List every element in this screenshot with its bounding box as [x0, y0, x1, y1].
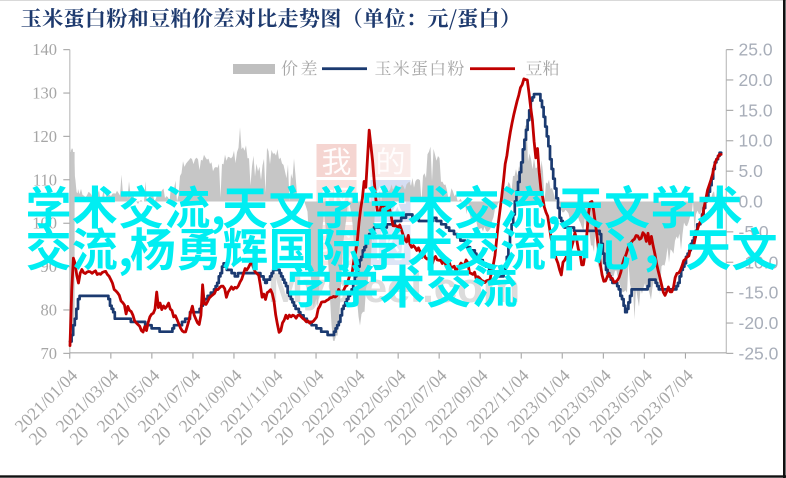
svg-text:120: 120 [32, 127, 57, 146]
svg-text:15.0: 15.0 [739, 100, 773, 120]
svg-text:-25.0: -25.0 [739, 343, 779, 363]
svg-text:25.0: 25.0 [739, 40, 773, 60]
svg-text:130: 130 [32, 84, 57, 103]
svg-text:140: 140 [32, 40, 57, 59]
svg-text:5.0: 5.0 [739, 161, 764, 181]
svg-text:-20.0: -20.0 [739, 313, 779, 333]
svg-text:70: 70 [41, 344, 58, 363]
svg-text:20.0: 20.0 [739, 70, 773, 90]
svg-text:-15.0: -15.0 [739, 283, 779, 303]
svg-text:10.0: 10.0 [739, 131, 773, 151]
svg-text:80: 80 [41, 301, 58, 320]
svg-text:0.0: 0.0 [739, 192, 764, 212]
svg-text:110: 110 [33, 170, 57, 189]
